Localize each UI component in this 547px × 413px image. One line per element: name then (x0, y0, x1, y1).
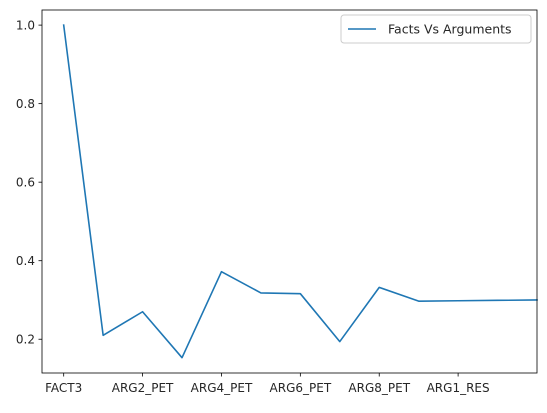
y-tick-label: 0.8 (16, 97, 35, 111)
y-tick-label: 0.2 (16, 332, 35, 346)
legend-label: Facts Vs Arguments (388, 22, 512, 37)
plot-content (62, 24, 538, 359)
y-axis-ticks: 0.2 0.4 0.6 0.8 1.0 (16, 18, 42, 346)
x-tick-label: ARG8_PET (348, 381, 410, 395)
x-tick-label: ARG4_PET (191, 381, 253, 395)
axes-border (41, 9, 538, 374)
x-tick-label: ARG6_PET (270, 381, 332, 395)
series-line (62, 24, 538, 359)
y-tick-label: 0.4 (16, 254, 35, 268)
y-tick-label: 0.6 (16, 175, 35, 189)
legend: Facts Vs Arguments (340, 14, 532, 44)
legend-box (340, 14, 532, 44)
axes-frame (41, 9, 538, 374)
y-tick-label: 1.0 (16, 18, 35, 32)
x-tick-label: FACT3 (45, 381, 82, 395)
x-tick-label: ARG1_RES (427, 381, 490, 395)
x-axis-ticks: FACT3 ARG2_PET ARG4_PET ARG6_PET ARG8_PET ARG… (45, 373, 490, 395)
x-tick-label: ARG2_PET (112, 381, 174, 395)
